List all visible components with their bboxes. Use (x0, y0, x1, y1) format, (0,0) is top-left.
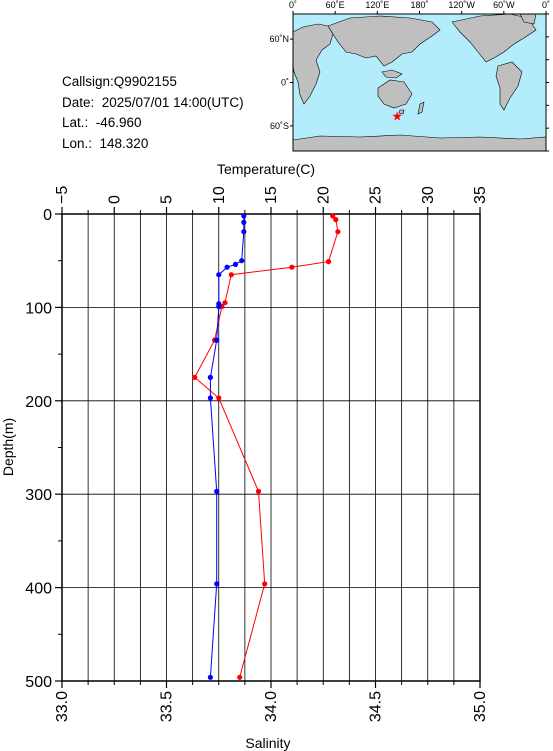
salinity-point (241, 213, 247, 219)
depth-tick-label: 400 (25, 581, 52, 598)
salinity-tick-label: 34.0 (263, 691, 280, 722)
series-layer (192, 213, 341, 680)
map-land (292, 13, 547, 152)
station-info: Callsign:Q9902155 Date: 2025/07/01 14:00… (62, 72, 244, 154)
depth-tick-label: 300 (25, 487, 52, 504)
map-lat-label: 0˚ (281, 78, 289, 88)
temperature-axis: −5 0 5 10 15 20 25 30 35 (54, 186, 489, 214)
callsign-label: Callsign:Q9902155 (62, 74, 177, 89)
map-lon-label: 120˚E (365, 0, 389, 10)
temperature-point (333, 217, 339, 223)
temperature-point (222, 300, 228, 306)
temperature-line (194, 215, 339, 678)
temperature-point (237, 674, 243, 680)
temperature-tick-label: 0 (106, 195, 123, 204)
temperature-tick-label: 25 (368, 186, 385, 204)
salinity-point (214, 488, 220, 494)
temperature-point (216, 395, 222, 401)
salinity-tick-label: 35.0 (472, 691, 489, 722)
salinity-tick-label: 33.0 (54, 691, 71, 722)
depth-tick-label: 500 (25, 674, 52, 691)
temperature-tick-label: 5 (159, 195, 176, 204)
salinity-point (241, 219, 247, 225)
depth-tick-label: 200 (25, 394, 52, 411)
map-lon-label: 180˚ (410, 0, 428, 10)
temperature-point (325, 259, 332, 265)
salinity-point (232, 261, 239, 267)
map-lon-label: 0˚ (542, 0, 550, 10)
temperature-tick-label: 30 (420, 186, 437, 204)
chart-grid (62, 214, 480, 681)
temperature-tick-label: 20 (315, 186, 332, 204)
map-lon-label: 120˚W (448, 0, 475, 10)
temperature-point (335, 229, 341, 235)
salinity-point (239, 258, 245, 264)
salinity-point (207, 395, 213, 401)
map-lon-label: 0˚ (289, 0, 297, 10)
map-marker-group (392, 111, 402, 121)
salinity-point (216, 272, 222, 278)
temperature-point (289, 264, 295, 270)
map-lon-label: 60˚E (326, 0, 345, 10)
temperature-point (228, 272, 234, 278)
longitude-label: Lon.: 148.320 (62, 135, 149, 151)
salinity-point (214, 581, 220, 587)
map-lat-label: 60˚N (269, 34, 289, 44)
date-label: Date: 2025/07/01 14:00(UTC) (62, 94, 244, 110)
salinity-point (214, 337, 220, 343)
latitude-label: Lat.: -46.960 (62, 115, 142, 130)
temperature-axis-title: Temperature(C) (217, 161, 315, 177)
salinity-axis-title: Salinity (245, 735, 290, 751)
salinity-point (216, 303, 222, 310)
salinity-line (209, 215, 245, 678)
temperature-tick-label: 35 (472, 186, 489, 204)
temperature-tick-label: 10 (211, 186, 228, 204)
salinity-point (224, 264, 230, 270)
map-lon-label: 60˚W (493, 0, 515, 10)
temperature-point (330, 213, 336, 219)
salinity-axis: 33.0 33.5 34.0 34.5 35.0 (54, 681, 489, 722)
station-marker (392, 111, 402, 121)
salinity-point (207, 374, 213, 380)
depth-axis: 0 100 200 300 400 500 (25, 207, 62, 691)
depth-axis-title: Depth(m) (0, 418, 16, 476)
salinity-tick-label: 33.5 (159, 691, 176, 722)
depth-tick-label: 100 (25, 300, 52, 317)
temperature-point (262, 581, 268, 587)
salinity-tick-label: 34.5 (368, 691, 385, 722)
temperature-tick-label: −5 (54, 186, 71, 204)
depth-tick-label: 0 (43, 207, 52, 224)
temperature-point (192, 374, 198, 380)
salinity-point (207, 674, 213, 680)
salinity-point (241, 229, 247, 235)
temperature-tick-label: 15 (263, 186, 280, 204)
map-lat-label: 60˚S (270, 121, 289, 131)
temperature-point (255, 488, 262, 494)
map-ticks: 0˚ 60˚E 120˚E 180˚ 120˚W 60˚W 0˚ 60˚N 0˚ 60˚S (269, 0, 550, 152)
